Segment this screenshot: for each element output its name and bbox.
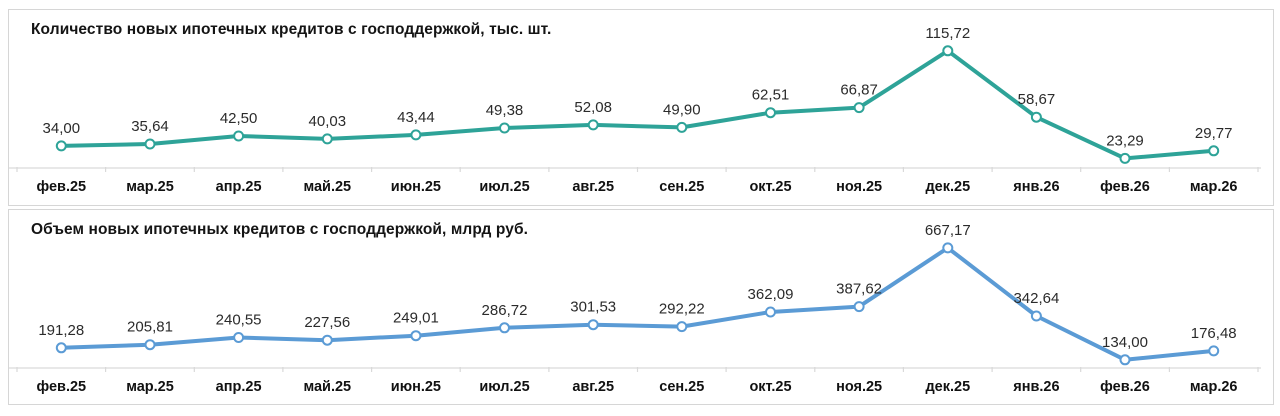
data-point-marker [1119,152,1131,164]
series-line [59,48,1216,161]
data-label: 205,81 [127,319,173,336]
data-label: 43,44 [397,109,435,126]
data-point-marker [233,332,245,343]
data-point-marker [765,306,776,318]
x-axis-label: авг.25 [572,379,614,395]
series-line [59,245,1216,362]
data-label: 176,48 [1191,325,1237,342]
data-point-marker [853,301,865,313]
data-point-marker [410,129,422,141]
data-label: 362,09 [748,286,794,303]
data-label: 40,03 [309,113,347,130]
data-label: 342,64 [1013,290,1059,307]
x-axis-label: фев.26 [1100,379,1150,395]
data-point-marker [587,319,599,331]
data-point-marker [1030,111,1042,123]
data-label: 35,64 [131,118,169,135]
x-axis-label: сен.25 [659,379,704,395]
data-label: 286,72 [482,302,528,319]
x-axis-label: янв.26 [1013,179,1059,195]
data-label: 42,50 [220,110,258,127]
data-label: 227,56 [304,314,350,331]
x-axis-label: май.25 [303,379,351,395]
chart-panel-loans-volume: 191,28 205,81 240,55 227,56 249,01 286,72 301,… [8,209,1274,405]
x-axis-label: мар.26 [1190,179,1238,195]
x-axis-label: май.25 [303,179,351,195]
data-point-marker [942,45,954,57]
x-axis-label: фев.26 [1100,179,1150,195]
data-point-marker [676,321,688,333]
x-axis-label: окт.25 [749,179,791,195]
x-axis-label: мар.26 [1190,379,1238,395]
x-axis-label: июл.25 [479,379,529,395]
x-axis-label: июл.25 [479,179,529,195]
x-axis-label: авг.25 [572,179,614,195]
data-point-marker [499,122,510,134]
data-point-marker [587,119,599,131]
data-point-marker [144,339,156,351]
data-point-marker [321,334,333,346]
data-label: 387,62 [836,281,882,298]
x-axis-label: окт.25 [749,379,791,395]
data-label: 49,90 [663,101,701,118]
x-axis-label: июн.25 [391,379,441,395]
data-point-marker [55,140,67,152]
data-point-marker [410,330,422,342]
x-axis-label: апр.25 [216,179,262,195]
data-point-marker [144,138,156,150]
data-label: 191,28 [38,322,84,339]
x-axis-label: фев.25 [36,379,86,395]
x-axis-label: сен.25 [659,179,704,195]
x-axis-label: фев.25 [36,179,86,195]
x-axis-label: июн.25 [391,179,441,195]
data-point-marker [1208,145,1220,157]
data-point-marker [1208,345,1220,357]
x-axis-label: янв.26 [1013,379,1059,395]
x-axis-label: дек.25 [925,379,970,395]
x-axis-label: ноя.25 [836,179,882,195]
chart-title-loans-volume: Объем новых ипотечных кредитов с господд… [31,221,529,238]
data-point-marker [321,133,333,145]
x-axis-label: апр.25 [216,379,262,395]
data-label: 667,17 [925,222,971,239]
data-label: 29,77 [1195,125,1233,142]
line-chart-loans-count: 34,00 35,64 42,50 40,03 43,44 49,38 52,08 49,90… [9,25,1261,195]
data-point-marker [1119,354,1131,366]
data-label: 58,67 [1018,91,1056,108]
data-label: 49,38 [486,102,524,119]
data-point-marker [853,102,865,114]
data-label: 52,08 [574,99,612,116]
data-point-marker [942,242,954,254]
data-point-marker [233,130,245,142]
data-label: 301,53 [570,299,616,316]
chart-title-loans-count: Количество новых ипотечных кредитов с го… [31,21,552,38]
data-point-marker [765,107,776,119]
x-axis-label: мар.25 [126,379,174,395]
data-point-marker [676,121,688,133]
x-axis-label: дек.25 [925,179,970,195]
x-axis-label: ноя.25 [836,379,882,395]
data-point-marker [55,342,67,354]
data-label: 34,00 [43,120,81,137]
data-label: 292,22 [659,301,705,318]
x-axis-label: мар.25 [126,179,174,195]
line-chart-loans-volume: 191,28 205,81 240,55 227,56 249,01 286,72 301,… [9,222,1261,395]
data-point-marker [1030,310,1042,322]
data-label: 66,87 [840,82,878,99]
data-label: 249,01 [393,310,439,327]
data-label: 115,72 [925,25,970,42]
data-point-marker [499,322,510,334]
data-label: 23,29 [1106,132,1144,149]
data-label: 62,51 [752,87,790,104]
chart-panel-loans-count: 34,00 35,64 42,50 40,03 43,44 49,38 52,08 49,90… [8,9,1274,206]
data-label: 240,55 [216,312,262,329]
data-label: 134,00 [1102,334,1148,351]
